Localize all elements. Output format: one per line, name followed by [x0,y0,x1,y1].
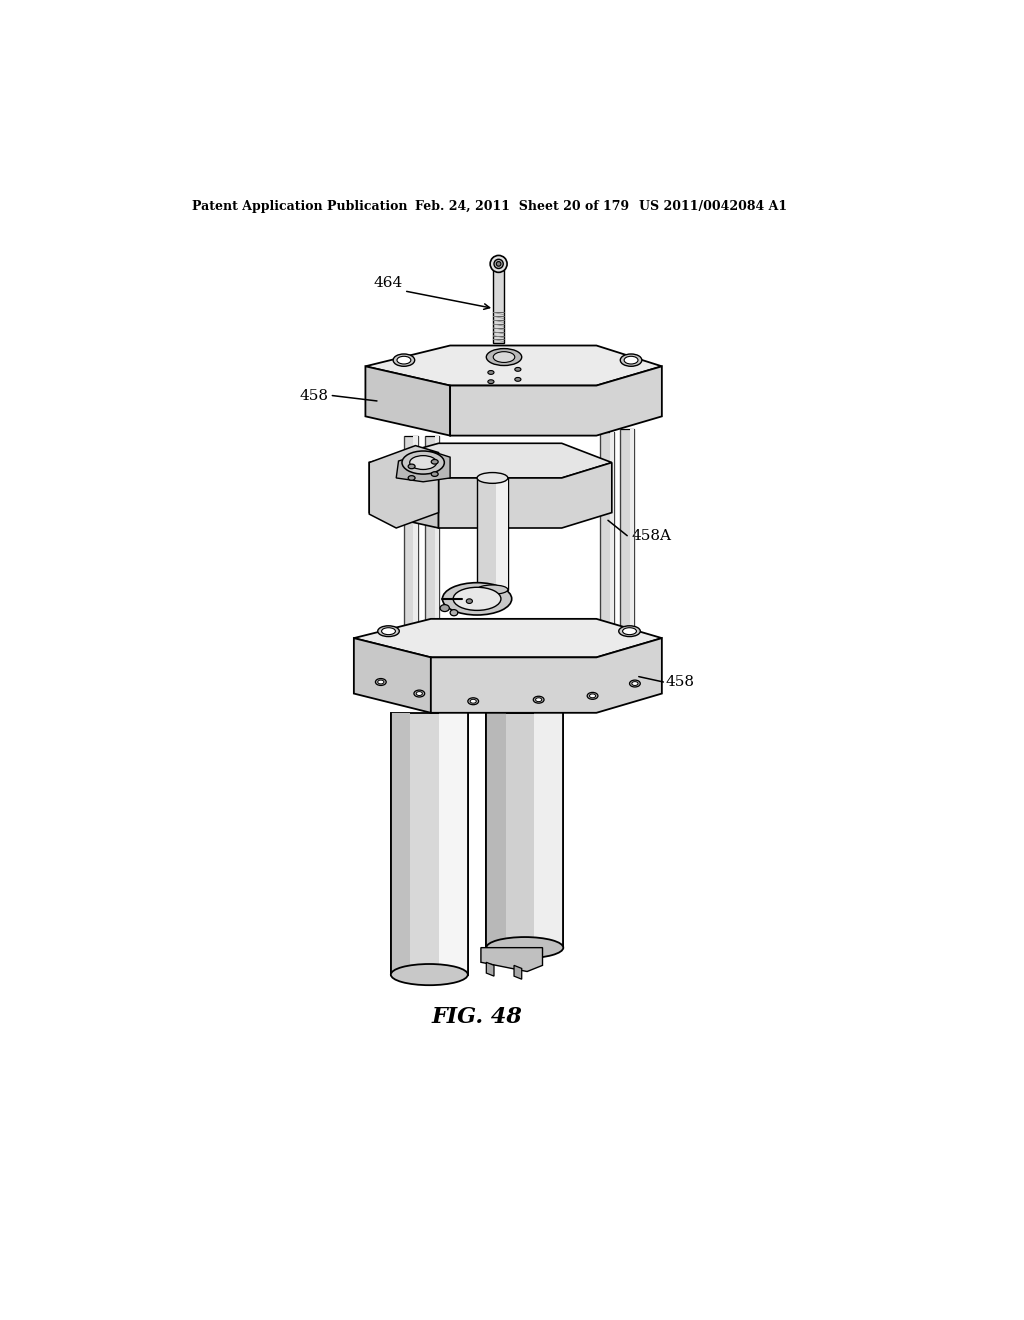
Polygon shape [451,367,662,436]
Ellipse shape [477,473,508,483]
Polygon shape [425,436,439,655]
Ellipse shape [440,605,450,611]
Ellipse shape [490,256,507,272]
Text: US 2011/0042084 A1: US 2011/0042084 A1 [639,199,786,213]
Text: Patent Application Publication: Patent Application Publication [193,199,408,213]
Ellipse shape [442,582,512,615]
Polygon shape [354,619,662,657]
Polygon shape [600,432,614,655]
Text: Feb. 24, 2011  Sheet 20 of 179: Feb. 24, 2011 Sheet 20 of 179 [416,199,630,213]
Text: 458: 458 [666,675,694,689]
Ellipse shape [625,356,638,364]
Ellipse shape [378,680,384,684]
Ellipse shape [515,367,521,371]
Ellipse shape [454,587,501,610]
Ellipse shape [402,451,444,474]
Polygon shape [486,962,494,977]
Ellipse shape [431,459,438,465]
Polygon shape [609,432,614,655]
Ellipse shape [376,678,386,685]
Ellipse shape [494,351,515,363]
Ellipse shape [466,599,472,603]
Polygon shape [438,713,468,974]
Ellipse shape [630,680,640,686]
Text: 458A: 458A [631,529,671,543]
Polygon shape [391,713,410,974]
Ellipse shape [486,937,563,958]
Polygon shape [486,713,506,948]
Ellipse shape [587,693,598,700]
Polygon shape [370,462,438,528]
Ellipse shape [621,354,642,367]
Polygon shape [403,436,418,655]
Ellipse shape [397,356,411,364]
Polygon shape [438,462,611,528]
Ellipse shape [409,465,415,469]
Polygon shape [431,638,662,713]
Ellipse shape [409,475,415,480]
Polygon shape [486,713,563,948]
Polygon shape [396,451,451,482]
Polygon shape [494,264,504,343]
Ellipse shape [590,694,596,698]
Ellipse shape [632,681,638,685]
Polygon shape [391,713,468,974]
Polygon shape [535,713,563,948]
Polygon shape [413,436,418,655]
Ellipse shape [618,626,640,636]
Polygon shape [630,429,634,655]
Ellipse shape [451,610,458,615]
Ellipse shape [410,455,436,470]
Text: 458: 458 [300,388,329,403]
Ellipse shape [391,964,468,985]
Ellipse shape [414,690,425,697]
Polygon shape [621,429,634,655]
Ellipse shape [382,628,395,635]
Polygon shape [514,965,521,979]
Ellipse shape [486,348,521,366]
Polygon shape [366,367,451,436]
Ellipse shape [468,698,478,705]
Ellipse shape [497,261,501,267]
Polygon shape [370,446,438,528]
Ellipse shape [494,259,503,268]
Ellipse shape [623,628,637,635]
Text: 464: 464 [373,276,402,290]
Ellipse shape [487,380,494,384]
Polygon shape [481,948,543,972]
Ellipse shape [416,692,422,696]
Ellipse shape [378,626,399,636]
Polygon shape [366,346,662,385]
Polygon shape [477,478,508,590]
Ellipse shape [534,696,544,704]
Ellipse shape [536,698,542,702]
Polygon shape [354,638,431,713]
Ellipse shape [393,354,415,367]
Polygon shape [435,436,439,655]
Polygon shape [497,478,508,590]
Ellipse shape [487,371,494,375]
Text: FIG. 48: FIG. 48 [432,1006,522,1028]
Ellipse shape [470,700,476,704]
Ellipse shape [515,378,521,381]
Ellipse shape [431,471,438,477]
Polygon shape [370,444,611,478]
Ellipse shape [477,585,508,594]
